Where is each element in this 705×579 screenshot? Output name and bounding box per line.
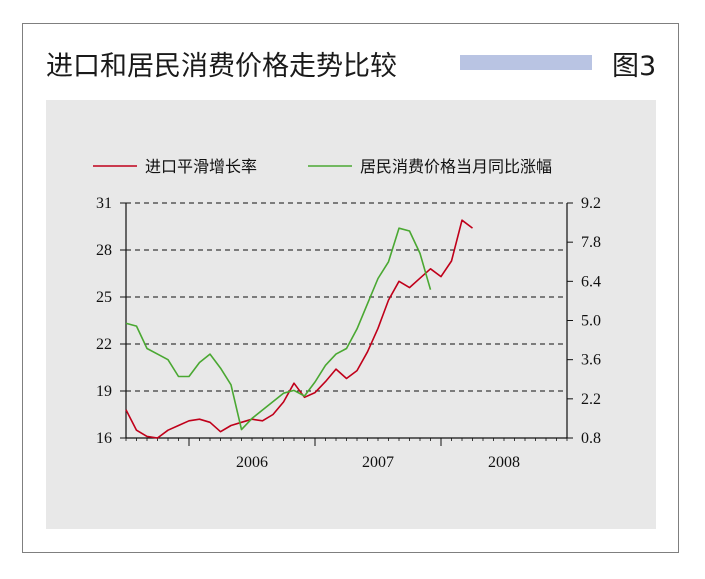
right-tick-labels: 9.2 7.8 6.4 5.0 3.6 2.2 0.8 bbox=[581, 195, 601, 447]
x-tick-label: 2008 bbox=[488, 454, 520, 471]
right-tick-label: 6.4 bbox=[581, 273, 601, 290]
left-tick-label: 19 bbox=[96, 383, 112, 400]
x-tick-label: 2006 bbox=[236, 454, 268, 471]
gridlines bbox=[126, 202, 567, 392]
legend: 进口平滑增长率 居民消费价格当月同比涨幅 bbox=[93, 157, 552, 176]
left-tick-label: 28 bbox=[96, 242, 112, 259]
title-accent-bar bbox=[460, 55, 592, 70]
left-tick-label: 16 bbox=[96, 430, 112, 447]
series-lines bbox=[125, 219, 473, 439]
left-tick-label: 31 bbox=[96, 195, 112, 212]
legend-label-1: 进口平滑增长率 bbox=[145, 157, 257, 176]
right-tick-label: 5.0 bbox=[581, 313, 601, 330]
left-tick-label: 22 bbox=[96, 336, 112, 353]
x-tick-labels: 2006 2007 2008 bbox=[236, 454, 520, 471]
chart-title: 进口和居民消费价格走势比较 bbox=[46, 51, 397, 82]
plot-panel bbox=[46, 100, 656, 529]
left-tick-label: 25 bbox=[96, 289, 112, 306]
x-tick-label: 2007 bbox=[362, 454, 394, 471]
axes bbox=[120, 202, 573, 446]
series-line-1 bbox=[125, 219, 473, 439]
legend-label-2: 居民消费价格当月同比涨幅 bbox=[360, 157, 552, 176]
right-tick-label: 9.2 bbox=[581, 195, 601, 212]
left-tick-labels: 31 28 25 22 19 16 bbox=[96, 195, 112, 447]
figure-label: 图3 bbox=[612, 51, 657, 82]
right-tick-label: 3.6 bbox=[581, 352, 601, 369]
series-line-2 bbox=[125, 227, 432, 431]
right-tick-label: 7.8 bbox=[581, 234, 601, 251]
right-tick-label: 2.2 bbox=[581, 391, 601, 408]
right-tick-label: 0.8 bbox=[581, 430, 601, 447]
